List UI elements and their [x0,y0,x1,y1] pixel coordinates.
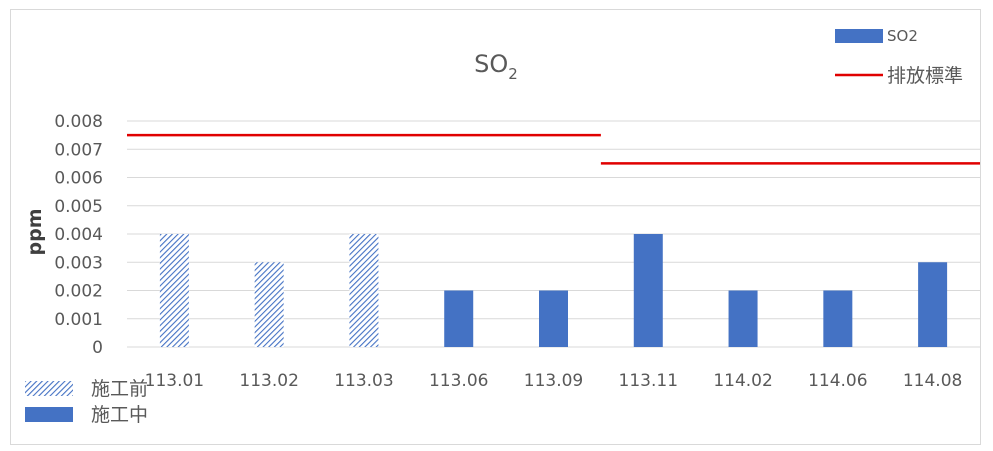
y-axis-label: ppm [24,209,46,256]
x-tick-label: 113.11 [619,371,678,391]
x-tick-label: 113.03 [334,371,393,391]
phase-legend-swatch-hatched [25,381,73,396]
y-tick-label: 0.002 [54,282,103,302]
x-tick-label: 114.06 [808,371,867,391]
y-tick-label: 0.003 [54,253,103,273]
chart-title-main: SO [474,50,508,78]
phase-legend-label: 施工前 [91,378,148,400]
chart-title-subscript: 2 [508,65,518,83]
y-tick-label: 0 [92,338,103,358]
phase-legend-label: 施工中 [91,404,148,426]
bar-before-construction [159,234,189,347]
x-tick-label: 113.01 [145,371,204,391]
bar-during-construction [918,262,948,347]
bar-during-construction [444,290,474,347]
chart-title: SO2 [474,50,518,83]
x-tick-label: 113.02 [239,371,298,391]
bar-during-construction [823,290,853,347]
phase-legend-swatch-solid [25,407,73,422]
y-tick-label: 0.008 [54,112,103,132]
x-tick-label: 113.06 [429,371,488,391]
y-tick-label: 0.005 [54,197,103,217]
bar-before-construction [254,262,284,347]
bar-before-construction [349,234,379,347]
y-tick-label: 0.004 [54,225,103,245]
x-tick-label: 113.09 [524,371,583,391]
chart-frame: SO2 ppm 0 0.001 0.002 0.003 0.004 0.005 0.006 0… [10,9,981,445]
legend-swatch-so2 [835,29,883,43]
bar-during-construction [539,290,568,347]
y-tick-label: 0.006 [54,169,103,189]
x-tick-label: 114.02 [713,371,772,391]
legend-label-so2: SO2 [887,27,918,45]
y-tick-label: 0.007 [54,140,103,160]
legend-label-standard: 排放標準 [887,65,963,87]
bar-during-construction [728,290,758,347]
so2-bar-chart: SO2 ppm 0 0.001 0.002 0.003 0.004 0.005 0.006 0… [24,27,980,426]
bar-during-construction [633,234,663,347]
y-tick-label: 0.001 [54,310,103,330]
x-tick-label: 114.08 [903,371,962,391]
